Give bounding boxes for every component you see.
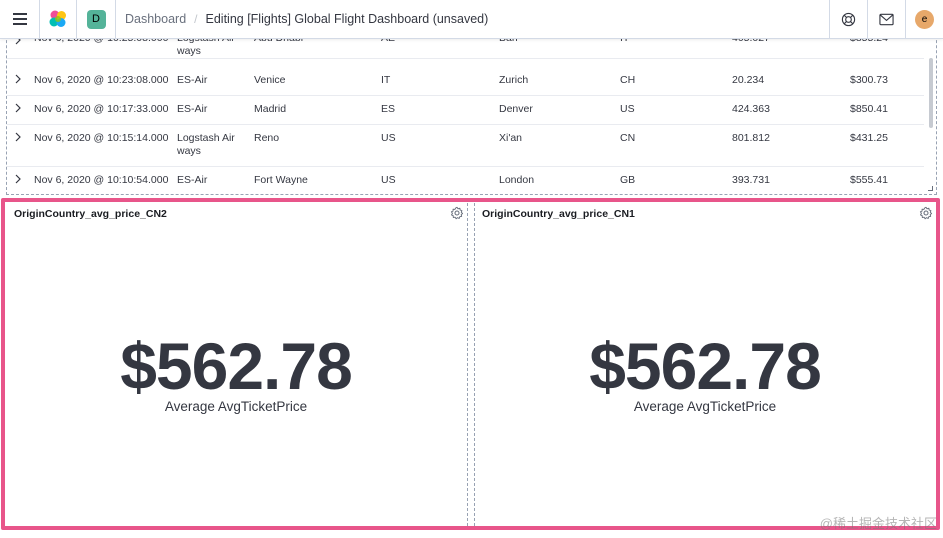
carrier-cell: ES-Air (177, 74, 208, 86)
watermark: @稀土掘金技术社区 (819, 516, 937, 531)
origin-country-cell: US (381, 132, 396, 144)
chevron-right-icon[interactable] (14, 74, 22, 84)
table-row: Nov 6, 2020 @ 10:15:14.000 Logstash Air … (7, 125, 924, 167)
carrier-cell-line2: ways (177, 145, 201, 157)
origin-country-cell: US (381, 174, 396, 186)
selection-highlight (1, 198, 940, 530)
user-menu-button[interactable]: e (905, 0, 943, 39)
flight-log-table-panel: Nov 6, 2020 @ 10:25:08.000 Logstash Air … (6, 30, 937, 195)
panel-title: OriginCountry_avg_price_CN2 (14, 208, 167, 220)
dest-country-cell: US (620, 103, 635, 115)
menu-toggle-button[interactable] (0, 0, 40, 39)
timestamp-cell: Nov 6, 2020 @ 10:17:33.000 (34, 103, 169, 115)
table-row: Nov 6, 2020 @ 10:23:08.000 ES-Air Venice… (7, 67, 924, 96)
carrier-cell: Logstash Air (177, 132, 235, 144)
price-cell: $555.41 (850, 174, 888, 186)
metric-value: $562.78 (120, 329, 353, 403)
gear-icon (450, 206, 464, 220)
metric-label: Average AvgTicketPrice (164, 399, 308, 414)
carrier-cell: ES-Air (177, 103, 208, 115)
mail-icon (879, 13, 894, 26)
help-lifebuoy-icon (841, 12, 856, 27)
chevron-right-icon[interactable] (14, 103, 22, 113)
origin-city-cell: Venice (254, 74, 286, 86)
dest-city-cell: London (499, 174, 535, 186)
dest-country-cell: CN (620, 132, 636, 144)
origin-city-cell: Reno (254, 132, 280, 144)
news-feed-button[interactable] (867, 0, 905, 39)
price-cell: $300.73 (850, 74, 888, 86)
breadcrumb-dashboard-link[interactable]: Dashboard (125, 12, 187, 26)
hamburger-icon (12, 12, 27, 27)
distance-cell: 424.363 (732, 103, 770, 115)
distance-cell: 20.234 (732, 74, 765, 86)
help-button[interactable] (829, 0, 867, 39)
breadcrumb: Dashboard / Editing [Flights] Global Fli… (116, 12, 488, 26)
breadcrumb-separator: / (194, 12, 198, 26)
timestamp-cell: Nov 6, 2020 @ 10:15:14.000 (34, 132, 169, 144)
carrier-cell-line2: ways (177, 45, 201, 57)
metric-panel-cn1: OriginCountry_avg_price_CN1 $562.78 Aver… (474, 203, 935, 526)
top-nav-bar: D Dashboard / Editing [Flights] Global F… (0, 0, 943, 39)
metric-value: $562.78 (589, 329, 822, 403)
carrier-cell: ES-Air (177, 174, 208, 186)
metric-panel-cn2: OriginCountry_avg_price_CN2 $562.78 Aver… (5, 203, 468, 526)
chevron-right-icon[interactable] (14, 132, 22, 142)
panel-options-button[interactable] (918, 205, 934, 221)
elastic-logo-icon (49, 10, 66, 27)
panel-title: OriginCountry_avg_price_CN1 (482, 208, 635, 220)
dest-country-cell: CH (620, 74, 636, 86)
metric-label: Average AvgTicketPrice (633, 399, 777, 414)
elastic-logo[interactable] (40, 0, 76, 39)
panel-options-button[interactable] (449, 205, 465, 221)
breadcrumb-current: Editing [Flights] Global Flight Dashboar… (205, 12, 489, 26)
timestamp-cell: Nov 6, 2020 @ 10:23:08.000 (34, 74, 169, 86)
chevron-right-icon[interactable] (14, 174, 22, 184)
header-actions: e (829, 0, 943, 39)
price-cell: $850.41 (850, 103, 888, 115)
distance-cell: 393.731 (732, 174, 770, 186)
price-cell: $431.25 (850, 132, 888, 144)
origin-city-cell: Fort Wayne (254, 174, 308, 186)
space-avatar: D (86, 9, 106, 29)
user-avatar: e (915, 10, 934, 29)
table-scrollbar[interactable] (929, 58, 933, 128)
panel-resize-handle[interactable] (928, 186, 933, 191)
origin-country-cell: ES (381, 103, 396, 115)
distance-cell: 801.812 (732, 132, 770, 144)
origin-country-cell: IT (381, 74, 391, 86)
dest-city-cell: Denver (499, 103, 533, 115)
table-row: Nov 6, 2020 @ 10:10:54.000 ES-Air Fort W… (7, 167, 924, 194)
dest-country-cell: GB (620, 174, 636, 186)
origin-city-cell: Madrid (254, 103, 287, 115)
gear-icon (919, 206, 933, 220)
dest-city-cell: Xi'an (499, 132, 523, 144)
table-row: Nov 6, 2020 @ 10:17:33.000 ES-Air Madrid… (7, 96, 924, 125)
space-selector-button[interactable]: D (76, 0, 116, 39)
timestamp-cell: Nov 6, 2020 @ 10:10:54.000 (34, 174, 169, 186)
dest-city-cell: Zurich (499, 74, 529, 86)
